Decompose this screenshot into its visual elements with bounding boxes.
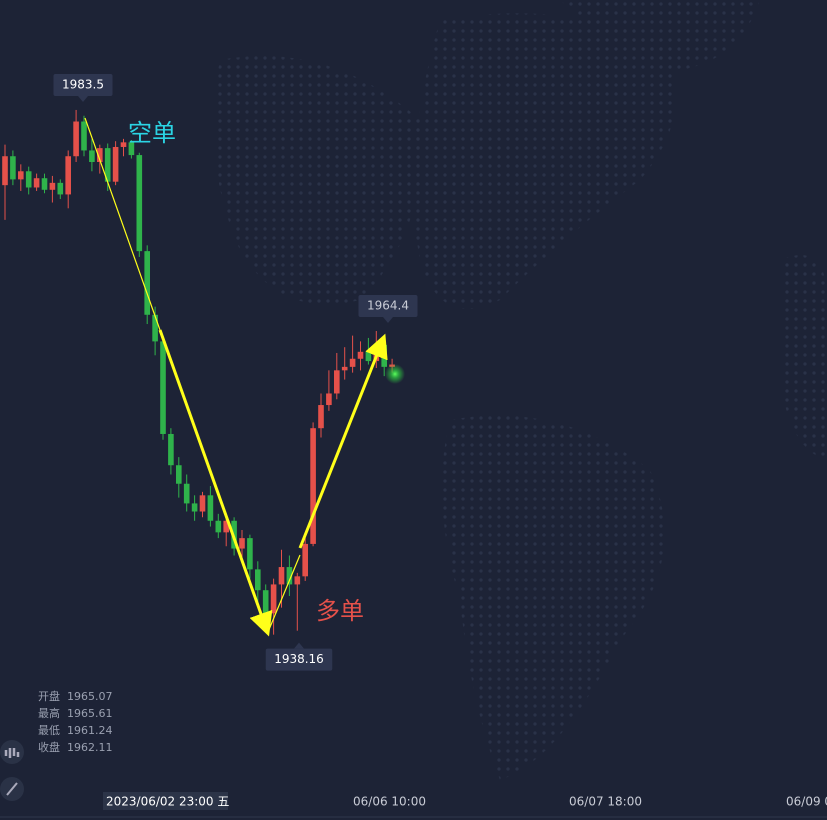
candle-body [326, 393, 332, 406]
candle-body [176, 465, 182, 484]
candle-body [349, 358, 356, 367]
toolbar [0, 740, 24, 801]
candle-body [294, 576, 301, 585]
candle-body [247, 538, 253, 570]
readout-label: 收盘 [38, 740, 60, 754]
candle-body [73, 121, 79, 157]
candle-body [18, 171, 24, 180]
candle-body [302, 543, 308, 577]
price-callout-label: 1938.16 [274, 652, 324, 666]
price-callout-pointer [294, 642, 304, 649]
candle-body [10, 156, 16, 180]
candle-body [310, 428, 316, 544]
short-arrow [158, 329, 273, 637]
candle-body [215, 520, 222, 533]
price-callout-pointer [78, 95, 88, 102]
last-price-glow [385, 364, 405, 384]
x-tick-label: 06/09 0 [786, 795, 827, 809]
price-callout [358, 294, 418, 317]
x-tick-label: 2023/06/02 23:00 五 [106, 795, 229, 809]
candle-body [286, 567, 293, 585]
candle-body [104, 148, 111, 182]
short-label: 空单 [128, 119, 176, 147]
candle-body [144, 251, 150, 315]
candle-body [152, 314, 158, 342]
x-tick-label: 06/06 10:00 [353, 795, 426, 809]
candle-body [128, 142, 135, 156]
candle-body [278, 567, 285, 585]
candle-body [365, 351, 372, 362]
candle-body [81, 121, 87, 151]
readout-value: 1965.61 [67, 707, 113, 720]
candle-body [262, 590, 269, 614]
readout-value: 1962.11 [67, 741, 113, 754]
price-callout-label: 1964.4 [367, 298, 409, 312]
candle-body [2, 156, 8, 186]
long-line [267, 554, 301, 633]
price-callout-pointer [383, 316, 393, 323]
candle-body [357, 351, 364, 359]
crosshair-date-box [103, 792, 228, 810]
long-arrow [298, 333, 388, 549]
x-labels: 2023/06/02 23:00 五 06/06 10:00 06/07 18:00… [106, 795, 827, 809]
candle-body [381, 344, 387, 367]
price-callout [53, 73, 113, 96]
chart-type-button[interactable] [0, 740, 24, 764]
candle-body [41, 178, 48, 190]
candle-body [136, 155, 143, 252]
readout-label: 最低 [38, 724, 60, 737]
candle-body [191, 503, 198, 512]
candle-body [255, 569, 261, 591]
candle-body [120, 142, 127, 147]
candle-body [168, 433, 174, 466]
price-callout-label: 1983.5 [62, 77, 104, 91]
long-label: 多单 [316, 597, 364, 625]
candle-body [65, 156, 71, 195]
ohlc-readout: 开盘 1965.07 最高 1965.61 最低 1961.24 收盘 1962.11 [38, 689, 113, 754]
candle-body [33, 178, 40, 188]
candle-body [270, 584, 277, 614]
x-tick-label: 06/07 18:00 [569, 795, 642, 809]
candle-body [25, 171, 32, 188]
candle-body [199, 495, 206, 512]
world-map [213, 0, 827, 780]
candle-body [160, 341, 166, 434]
candle-body [97, 148, 103, 163]
candle-body [318, 405, 324, 429]
candle-body [207, 495, 214, 521]
candle-body [89, 150, 95, 163]
candle-body [334, 370, 340, 394]
readout-value: 1965.07 [67, 690, 113, 703]
candle-body [183, 483, 190, 504]
candle-body [57, 182, 64, 195]
candle-body [49, 182, 56, 190]
price-callout [265, 648, 333, 671]
candle-body [223, 520, 229, 533]
readout-label: 开盘 [38, 689, 60, 703]
trend-arrows [84, 117, 388, 637]
readout-label: 最高 [38, 706, 60, 720]
candle-body [239, 538, 245, 549]
readout-value: 1961.24 [67, 724, 113, 737]
short-line [84, 117, 161, 331]
candles [2, 109, 395, 635]
candle-body [112, 146, 119, 182]
candle-body [341, 366, 348, 371]
